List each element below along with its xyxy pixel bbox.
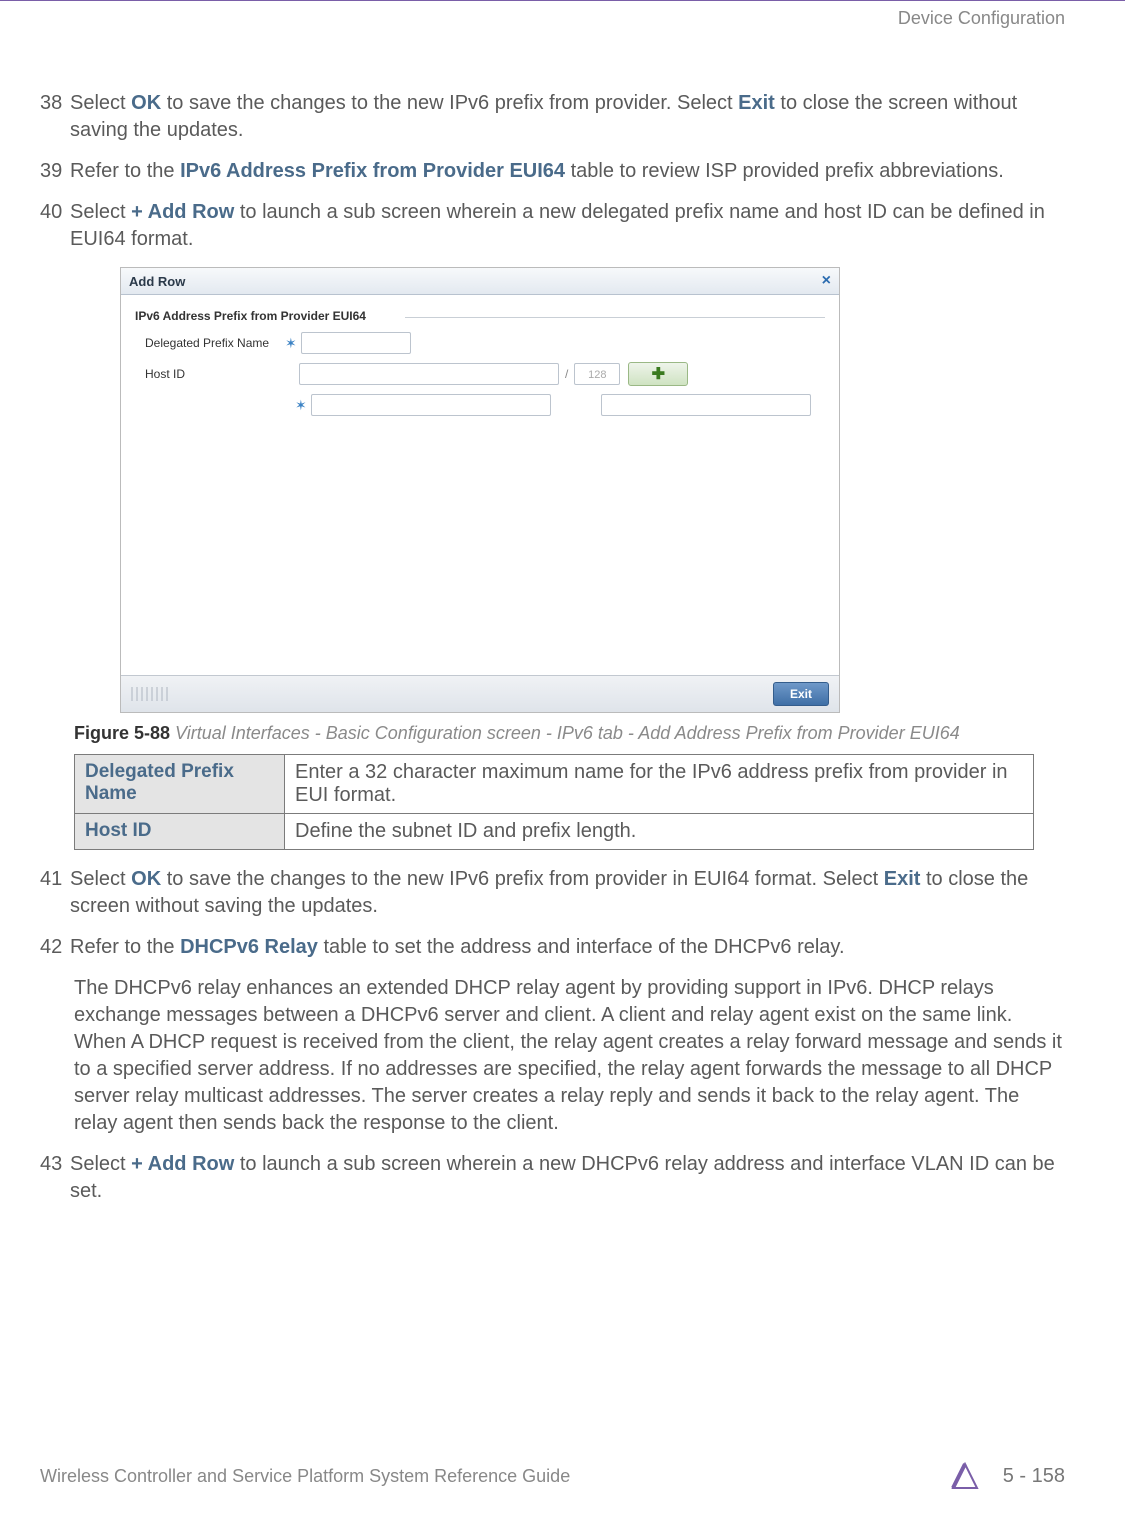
page-content: 38 Select OK to save the changes to the … — [40, 90, 1065, 1219]
text: to save the changes to the new IPv6 pref… — [167, 92, 738, 114]
page-number: 5 - 158 — [1003, 1465, 1065, 1488]
footer-title: Wireless Controller and Service Platform… — [40, 1466, 570, 1487]
required-icon: ✶ — [285, 335, 297, 352]
add-button[interactable]: ✚ — [628, 362, 688, 386]
table-row: Host ID Define the subnet ID and prefix … — [75, 814, 1034, 850]
table-head: Host ID — [75, 814, 285, 850]
table-row: Delegated Prefix Name Enter a 32 charact… — [75, 755, 1034, 814]
text: Select — [70, 868, 131, 890]
close-icon[interactable]: × — [822, 272, 831, 290]
step-40: 40 Select + Add Row to launch a sub scre… — [40, 199, 1065, 253]
exit-label: Exit — [884, 868, 921, 890]
step-number: 41 — [40, 866, 70, 920]
step-39: 39 Refer to the IPv6 Address Prefix from… — [40, 158, 1065, 185]
step-number: 43 — [40, 1151, 70, 1205]
slash-sep: / — [565, 367, 568, 381]
step-number: 39 — [40, 158, 70, 185]
text: Refer to the — [70, 936, 180, 958]
delegated-prefix-name-row: Delegated Prefix Name ✶ — [135, 332, 825, 354]
figure-text: Virtual Interfaces - Basic Configuration… — [175, 723, 960, 743]
figure-label: Figure 5-88 — [74, 723, 170, 743]
table-cell: Enter a 32 character maximum name for th… — [285, 755, 1034, 814]
step-42: 42 Refer to the DHCPv6 Relay table to se… — [40, 934, 1065, 961]
sub-input-left[interactable] — [311, 394, 551, 416]
text: Refer to the — [70, 160, 180, 182]
host-id-row: Host ID / 128 ✚ — [135, 362, 825, 386]
text: Select — [70, 1153, 131, 1175]
step-38: 38 Select OK to save the changes to the … — [40, 90, 1065, 144]
step-43: 43 Select + Add Row to launch a sub scre… — [40, 1151, 1065, 1205]
text: table to set the address and interface o… — [323, 936, 844, 958]
field-label: Host ID — [135, 367, 285, 381]
step-number: 38 — [40, 90, 70, 144]
add-row-label: + Add Row — [131, 1153, 234, 1175]
plus-icon: ✚ — [652, 364, 665, 384]
definition-table: Delegated Prefix Name Enter a 32 charact… — [74, 754, 1034, 850]
step-42-paragraph: The DHCPv6 relay enhances an extended DH… — [74, 975, 1065, 1137]
figure-caption: Figure 5-88 Virtual Interfaces - Basic C… — [74, 723, 1065, 744]
delegated-prefix-name-input[interactable] — [301, 332, 411, 354]
brand-logo-icon — [951, 1462, 979, 1490]
field-label: Delegated Prefix Name — [135, 336, 285, 350]
table-head: Delegated Prefix Name — [75, 755, 285, 814]
step-number: 40 — [40, 199, 70, 253]
sub-row: ✶ — [295, 394, 825, 416]
dialog-footer: Exit — [121, 675, 839, 712]
add-row-label: + Add Row — [131, 201, 234, 223]
page-footer: Wireless Controller and Service Platform… — [40, 1462, 1065, 1490]
host-id-input[interactable] — [299, 363, 559, 385]
exit-button[interactable]: Exit — [773, 682, 829, 706]
figure-image: Add Row × IPv6 Address Prefix from Provi… — [120, 267, 1065, 713]
step-number: 42 — [40, 934, 70, 961]
exit-label: Exit — [738, 92, 775, 114]
fieldset-legend: IPv6 Address Prefix from Provider EUI64 — [135, 309, 825, 323]
step-41: 41 Select OK to save the changes to the … — [40, 866, 1065, 920]
sub-input-right[interactable] — [601, 394, 811, 416]
text: to save the changes to the new IPv6 pref… — [167, 868, 884, 890]
section-title: Device Configuration — [898, 8, 1065, 29]
text: Select — [70, 201, 131, 223]
required-icon: ✶ — [295, 397, 307, 414]
text: table to review ISP provided prefix abbr… — [571, 160, 1004, 182]
table-cell: Define the subnet ID and prefix length. — [285, 814, 1034, 850]
ok-label: OK — [131, 92, 161, 114]
dialog-titlebar: Add Row × — [121, 268, 839, 295]
dialog-title: Add Row — [129, 274, 185, 289]
add-row-dialog: Add Row × IPv6 Address Prefix from Provi… — [120, 267, 840, 713]
prefix-length-input[interactable]: 128 — [574, 363, 620, 385]
resize-handle-icon — [131, 687, 171, 701]
table-name: IPv6 Address Prefix from Provider EUI64 — [180, 160, 565, 182]
text: Select — [70, 92, 131, 114]
table-name: DHCPv6 Relay — [180, 936, 318, 958]
ok-label: OK — [131, 868, 161, 890]
